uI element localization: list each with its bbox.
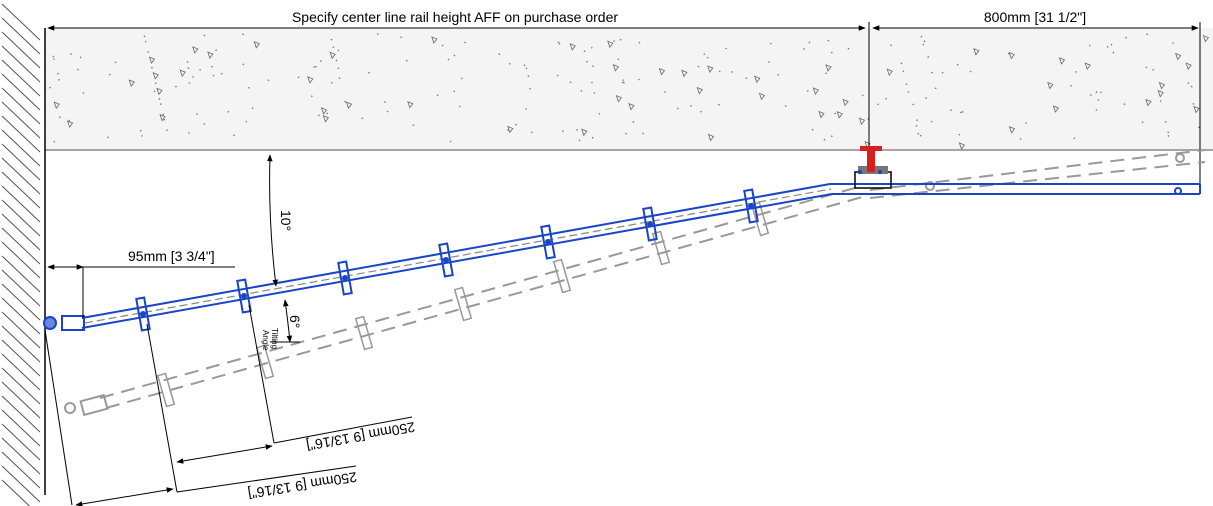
concrete-slab <box>45 28 1213 150</box>
tilt-angle-label: 6° <box>287 315 303 328</box>
tilt-caption-line2: Angle <box>261 330 270 351</box>
spacing-dimension-lines <box>44 304 413 506</box>
rail-clips <box>135 188 759 332</box>
tilt-caption-line1: Tilting <box>270 328 279 349</box>
blue-rail <box>43 183 1201 331</box>
wall-hatch <box>1 3 41 506</box>
offset-dimension <box>47 264 235 318</box>
top-dimension <box>47 22 1201 185</box>
concrete-speckles <box>49 33 1209 150</box>
ceiling-angle-indicator <box>267 154 279 287</box>
center-line-height-label: Specify center line rail height AFF on p… <box>292 9 618 25</box>
ceiling-angle-label: 10° <box>278 210 294 231</box>
offset-label: 95mm [3 3/4"] <box>128 248 215 264</box>
right-span-label: 800mm [31 1/2"] <box>984 9 1086 25</box>
spacing-label-1: 250mm [9 13/16"] <box>305 419 416 454</box>
ceiling-bracket <box>854 146 892 189</box>
tilt-angle-indicator <box>270 299 300 343</box>
ghost-rail <box>64 149 1206 417</box>
